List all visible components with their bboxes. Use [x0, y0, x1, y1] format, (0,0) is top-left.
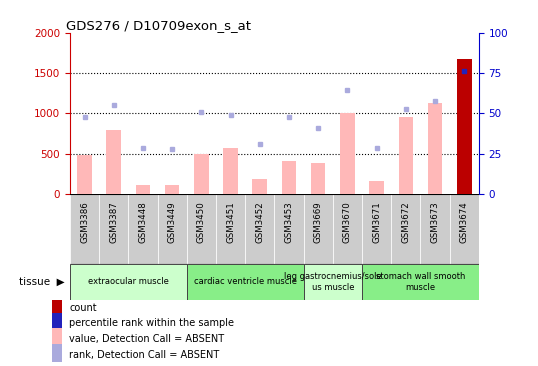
Bar [457, 59, 471, 194]
Bar [70, 194, 99, 264]
Bar [420, 194, 450, 264]
Bar [223, 148, 238, 194]
Bar [333, 194, 362, 264]
Bar [52, 328, 62, 350]
Bar [187, 194, 216, 264]
Bar [52, 313, 62, 335]
Bar [99, 194, 129, 264]
Text: cardiac ventricle muscle: cardiac ventricle muscle [194, 277, 296, 286]
Bar [70, 264, 187, 300]
Bar [274, 194, 303, 264]
Bar [77, 155, 92, 194]
Bar [158, 194, 187, 264]
Bar [165, 185, 180, 194]
Text: count: count [69, 303, 97, 313]
Bar [187, 264, 303, 300]
Text: GSM3451: GSM3451 [226, 201, 235, 243]
Bar [303, 194, 333, 264]
Text: GSM3452: GSM3452 [255, 201, 264, 243]
Text: GSM3670: GSM3670 [343, 201, 352, 243]
Text: GSM3448: GSM3448 [138, 201, 147, 243]
Text: leg gastrocnemius/sole
us muscle: leg gastrocnemius/sole us muscle [284, 272, 381, 292]
Text: value, Detection Call = ABSENT: value, Detection Call = ABSENT [69, 334, 224, 344]
Text: GSM3386: GSM3386 [80, 201, 89, 243]
Bar [303, 264, 362, 300]
Bar [428, 103, 442, 194]
Text: stomach wall smooth
muscle: stomach wall smooth muscle [376, 272, 465, 292]
Text: rank, Detection Call = ABSENT: rank, Detection Call = ABSENT [69, 350, 220, 359]
Text: extraocular muscle: extraocular muscle [88, 277, 169, 286]
Bar [52, 344, 62, 365]
Text: GSM3449: GSM3449 [168, 201, 176, 243]
Text: GDS276 / D10709exon_s_at: GDS276 / D10709exon_s_at [66, 19, 251, 32]
Bar [245, 194, 274, 264]
Bar [194, 154, 209, 194]
Text: GSM3453: GSM3453 [285, 201, 294, 243]
Text: GSM3674: GSM3674 [459, 201, 469, 243]
Bar [369, 181, 384, 194]
Bar [129, 194, 158, 264]
Bar [362, 194, 391, 264]
Text: GSM3387: GSM3387 [109, 201, 118, 243]
Bar [391, 194, 420, 264]
Text: GSM3672: GSM3672 [401, 201, 410, 243]
Text: tissue  ▶: tissue ▶ [19, 277, 65, 287]
Bar [399, 117, 413, 194]
Bar [52, 297, 62, 319]
Bar [450, 194, 479, 264]
Bar [282, 161, 296, 194]
Bar [252, 179, 267, 194]
Text: GSM3671: GSM3671 [372, 201, 381, 243]
Text: percentile rank within the sample: percentile rank within the sample [69, 318, 235, 328]
Text: GSM3450: GSM3450 [197, 201, 206, 243]
Bar [216, 194, 245, 264]
Bar [362, 264, 479, 300]
Bar [340, 113, 355, 194]
Bar [136, 185, 150, 194]
Text: GSM3673: GSM3673 [430, 201, 440, 243]
Bar [311, 163, 325, 194]
Text: GSM3669: GSM3669 [314, 201, 323, 243]
Bar [107, 130, 121, 194]
